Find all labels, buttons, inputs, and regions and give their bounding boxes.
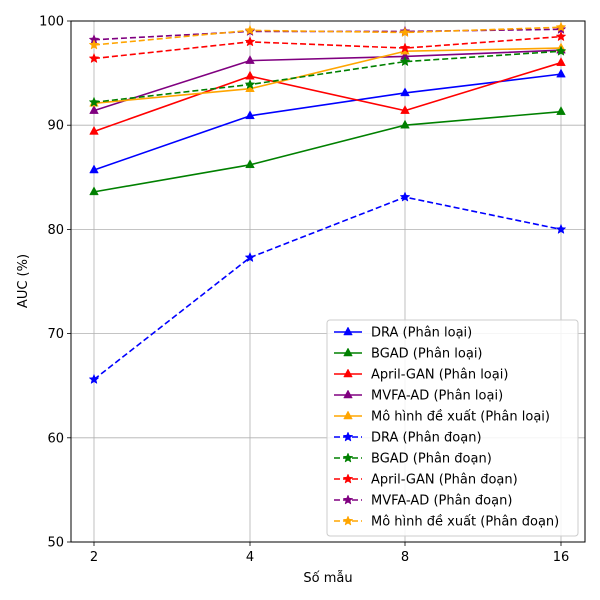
data-point bbox=[89, 186, 99, 196]
legend-entry: Mô hình đề xuất (Phân đoạn) bbox=[334, 515, 559, 530]
legend-marker bbox=[343, 368, 353, 378]
data-point bbox=[245, 110, 255, 120]
series-line bbox=[93, 50, 562, 104]
series-line bbox=[93, 61, 562, 133]
legend-marker bbox=[343, 326, 353, 336]
legend-box bbox=[326, 319, 579, 537]
legend-label: MVFA-AD (Phân đoạn) bbox=[371, 494, 512, 509]
data-point bbox=[399, 26, 411, 38]
plot-frame bbox=[70, 20, 586, 543]
x-tick-label: 8 bbox=[401, 550, 409, 565]
legend-marker bbox=[343, 389, 353, 399]
data-point bbox=[555, 30, 567, 42]
legend-entry: MVFA-AD (Phân loại) bbox=[334, 389, 503, 404]
series-line bbox=[93, 49, 562, 112]
legend-entry: April-GAN (Phân đoạn) bbox=[334, 473, 518, 488]
series bbox=[88, 30, 567, 64]
x-axis-label: Số mẫu bbox=[303, 571, 352, 586]
series-line bbox=[93, 47, 562, 105]
y-tick-label: 50 bbox=[47, 536, 64, 551]
legend-label: April-GAN (Phân loại) bbox=[371, 368, 508, 383]
series bbox=[88, 191, 567, 385]
y-tick-label: 60 bbox=[47, 431, 64, 446]
legend-marker bbox=[343, 410, 353, 420]
data-point bbox=[245, 159, 255, 169]
y-tick-label: 70 bbox=[47, 327, 64, 342]
legend-marker bbox=[343, 347, 353, 357]
data-point bbox=[400, 105, 410, 114]
data-point bbox=[245, 55, 255, 64]
data-point bbox=[89, 164, 99, 174]
data-point bbox=[399, 191, 411, 202]
series-line bbox=[93, 196, 562, 381]
data-point bbox=[88, 373, 100, 385]
data-series bbox=[88, 21, 567, 385]
data-point bbox=[89, 105, 99, 114]
series bbox=[88, 45, 567, 107]
legend-marker bbox=[342, 473, 354, 484]
data-point bbox=[400, 119, 410, 129]
legend-entry: BGAD (Phân đoạn) bbox=[334, 452, 492, 467]
data-point bbox=[555, 223, 567, 234]
data-point bbox=[400, 87, 410, 97]
legend-marker bbox=[342, 494, 354, 505]
series bbox=[89, 68, 566, 174]
legend-label: Mô hình đề xuất (Phân đoạn) bbox=[371, 515, 559, 530]
legend-entry: BGAD (Phân loại) bbox=[334, 347, 483, 362]
legend-label: BGAD (Phân đoạn) bbox=[371, 452, 492, 467]
legend-label: MVFA-AD (Phân loại) bbox=[371, 389, 503, 404]
legend-label: DRA (Phân loại) bbox=[371, 326, 472, 341]
data-point bbox=[555, 21, 567, 32]
legend-label: April-GAN (Phân đoạn) bbox=[371, 473, 518, 488]
legend-label: BGAD (Phân loại) bbox=[371, 347, 483, 362]
data-point bbox=[555, 45, 567, 56]
legend-label: DRA (Phân đoạn) bbox=[371, 431, 482, 446]
y-tick-label: 100 bbox=[39, 15, 64, 30]
data-point bbox=[244, 36, 256, 47]
legend-marker bbox=[342, 452, 354, 463]
x-tick-label: 2 bbox=[90, 550, 98, 565]
legend-marker bbox=[342, 515, 354, 526]
data-point bbox=[399, 55, 411, 67]
data-point bbox=[244, 78, 256, 90]
series-line bbox=[93, 26, 562, 46]
legend-label: Mô hình đề xuất (Phân loại) bbox=[371, 410, 550, 425]
legend-marker bbox=[342, 431, 354, 442]
series bbox=[88, 21, 567, 50]
data-point bbox=[556, 68, 566, 78]
data-point bbox=[556, 106, 566, 115]
x-tick-label: 4 bbox=[246, 550, 254, 565]
legend-entry: April-GAN (Phân loại) bbox=[334, 368, 508, 383]
series-line bbox=[93, 110, 562, 193]
y-tick-label: 90 bbox=[47, 119, 64, 134]
series bbox=[89, 57, 566, 135]
data-point bbox=[244, 24, 256, 35]
axis-ticks: 2 4 8 16 50 60 70 80 90 100 bbox=[39, 15, 569, 566]
data-point bbox=[88, 52, 100, 64]
legend-entry: Mô hình đề xuất (Phân loại) bbox=[334, 410, 550, 425]
data-point bbox=[399, 42, 411, 53]
data-point bbox=[88, 96, 100, 107]
legend-entry: DRA (Phân loại) bbox=[334, 326, 472, 341]
legend: DRA (Phân loại) BGAD (Phân loại) April-GAN… bbox=[326, 319, 579, 537]
data-point bbox=[89, 125, 99, 135]
data-point bbox=[556, 57, 566, 66]
y-axis-label: AUC (%) bbox=[16, 254, 31, 308]
data-point bbox=[244, 251, 256, 263]
x-tick-label: 16 bbox=[553, 550, 570, 565]
series-line bbox=[93, 73, 562, 171]
legend-entry: DRA (Phân đoạn) bbox=[334, 431, 482, 446]
legend-entry: MVFA-AD (Phân đoạn) bbox=[334, 494, 512, 509]
series bbox=[89, 106, 566, 196]
y-tick-label: 80 bbox=[47, 223, 64, 238]
series-line bbox=[93, 35, 562, 60]
data-point bbox=[88, 39, 100, 50]
